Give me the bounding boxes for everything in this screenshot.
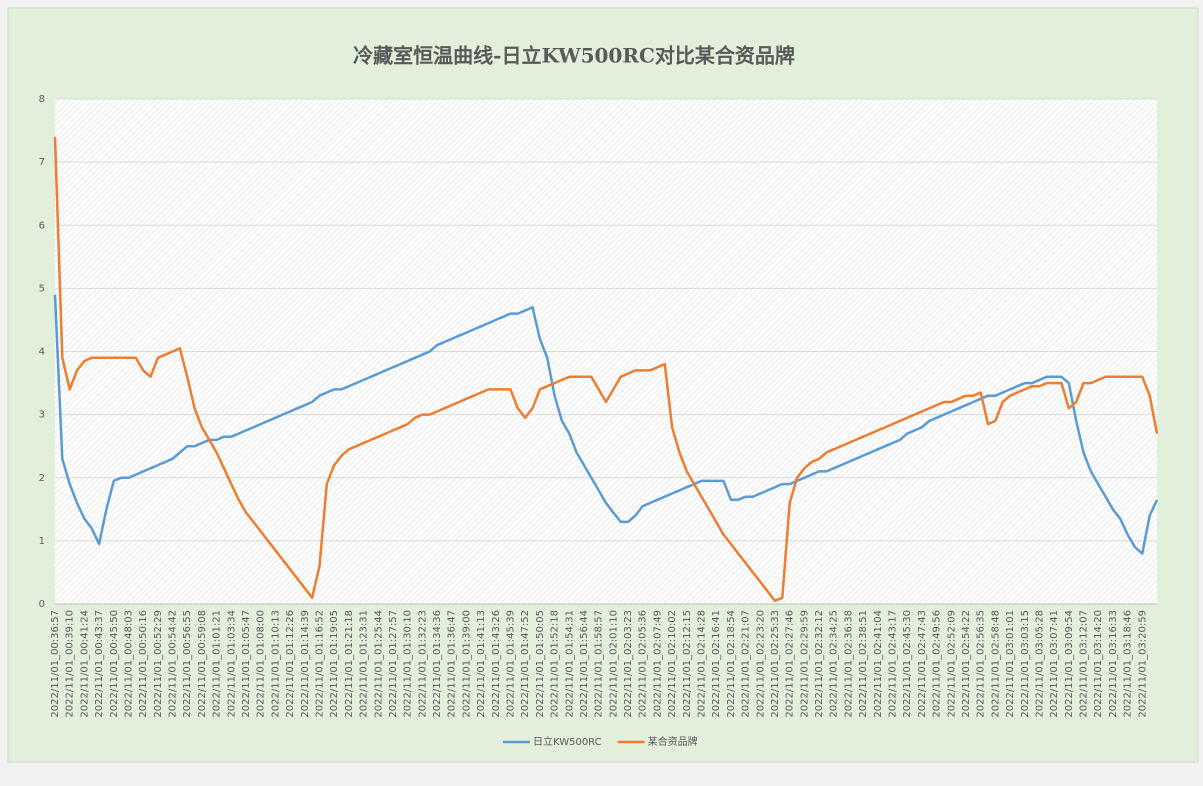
x-tick-label: 2022/11/01_02:27:46 (785, 610, 796, 718)
x-tick-label: 2022/11/01_01:10:13 (270, 610, 281, 718)
x-tick-label: 2022/11/01_03:01:01 (1005, 610, 1016, 718)
x-tick-label: 2022/11/01_02:03:23 (623, 610, 634, 718)
x-tick-label: 2022/11/01_01:45:39 (505, 610, 516, 718)
y-tick-label: 8 (39, 94, 45, 105)
x-tick-label: 2022/11/01_02:54:22 (961, 610, 972, 718)
y-tick-label: 6 (39, 220, 45, 231)
x-tick-label: 2022/11/01_01:12:26 (285, 610, 296, 718)
x-tick-label: 2022/11/01_03:09:54 (1064, 610, 1075, 718)
x-tick-label: 2022/11/01_01:30:10 (403, 610, 414, 718)
x-tick-label: 2022/11/01_03:03:15 (1020, 610, 1031, 718)
x-tick-label: 2022/11/01_02:47:43 (917, 610, 928, 718)
x-tick-label: 2022/11/01_03:16:33 (1108, 610, 1119, 718)
x-tick-label: 2022/11/01_02:10:02 (667, 610, 678, 718)
x-tick-label: 2022/11/01_02:36:38 (843, 610, 854, 718)
x-tick-label: 2022/11/01_02:18:54 (726, 610, 737, 718)
series-line (53, 294, 1159, 555)
x-tick-label: 2022/11/01_02:49:56 (932, 610, 943, 718)
x-tick-label: 2022/11/01_02:12:15 (682, 610, 693, 718)
x-tick-label: 2022/11/01_01:43:26 (491, 610, 502, 718)
y-tick-label: 7 (39, 157, 45, 168)
x-tick-label: 2022/11/01_01:01:21 (212, 610, 223, 718)
x-tick-label: 2022/11/01_02:01:10 (608, 610, 619, 718)
x-tick-label: 2022/11/01_01:50:05 (535, 610, 546, 718)
y-tick-label: 2 (39, 473, 45, 484)
x-tick-label: 2022/11/01_01:39:00 (461, 610, 472, 718)
x-tick-label: 2022/11/01_02:07:49 (652, 610, 663, 718)
x-tick-label: 2022/11/01_02:21:07 (741, 610, 752, 718)
x-tick-label: 2022/11/01_03:12:07 (1079, 610, 1090, 718)
x-tick-label: 2022/11/01_01:32:23 (417, 610, 428, 718)
x-tick-label: 2022/11/01_00:41:24 (79, 610, 90, 718)
x-tick-label: 2022/11/01_01:54:31 (564, 610, 575, 718)
x-tick-label: 2022/11/01_00:36:57 (50, 610, 61, 718)
x-tick-label: 2022/11/01_02:29:59 (799, 610, 810, 718)
x-tick-label: 2022/11/01_01:47:52 (520, 610, 531, 718)
x-tick-label: 2022/11/01_01:16:52 (314, 610, 325, 718)
x-tick-label: 2022/11/01_00:54:42 (168, 610, 179, 718)
x-tick-label: 2022/11/01_03:05:28 (1034, 610, 1045, 718)
y-tick-label: 0 (39, 599, 45, 610)
x-tick-label: 2022/11/01_01:36:47 (447, 610, 458, 718)
x-tick-label: 2022/11/01_01:27:57 (388, 610, 399, 718)
x-tick-label: 2022/11/01_00:43:37 (94, 610, 105, 718)
x-tick-label: 2022/11/01_01:05:47 (241, 610, 252, 718)
x-tick-label: 2022/11/01_01:58:57 (594, 610, 605, 718)
x-tick-label: 2022/11/01_00:52:29 (153, 610, 164, 718)
y-tick-label: 1 (39, 536, 45, 547)
x-tick-label: 2022/11/01_02:58:48 (990, 610, 1001, 718)
y-tick-label: 4 (39, 347, 45, 358)
x-tick-label: 2022/11/01_00:48:03 (123, 610, 134, 718)
x-tick-label: 2022/11/01_02:41:04 (873, 610, 884, 718)
series-line (53, 136, 1159, 603)
x-tick-label: 2022/11/01_00:50:16 (138, 610, 149, 718)
x-tick-label: 2022/11/01_03:20:59 (1137, 610, 1148, 718)
legend-label: 日立KW500RC (533, 735, 602, 748)
x-tick-label: 2022/11/01_00:56:55 (182, 610, 193, 718)
x-tick-label: 2022/11/01_01:21:18 (344, 610, 355, 718)
chart-title: 冷藏室恒温曲线-日立KW500RC对比某合资品牌 (353, 44, 795, 68)
x-tick-label: 2022/11/01_02:38:51 (858, 610, 869, 718)
x-tick-label: 2022/11/01_02:56:35 (976, 610, 987, 718)
x-tick-label: 2022/11/01_01:56:44 (579, 610, 590, 718)
x-tick-label: 2022/11/01_02:52:09 (946, 610, 957, 718)
legend-label: 某合资品牌 (648, 735, 698, 748)
x-tick-label: 2022/11/01_02:32:12 (814, 610, 825, 718)
x-tick-label: 2022/11/01_01:03:34 (226, 610, 237, 718)
x-tick-label: 2022/11/01_03:07:41 (1049, 610, 1060, 718)
x-tick-label: 2022/11/01_02:45:30 (902, 610, 913, 718)
x-tick-label: 2022/11/01_02:16:41 (711, 610, 722, 718)
x-tick-label: 2022/11/01_03:14:20 (1093, 610, 1104, 718)
x-tick-label: 2022/11/01_00:45:50 (109, 610, 120, 718)
x-tick-label: 2022/11/01_01:23:31 (359, 610, 370, 718)
x-tick-label: 2022/11/01_03:18:46 (1123, 610, 1134, 718)
x-tick-label: 2022/11/01_01:08:00 (256, 610, 267, 718)
x-tick-label: 2022/11/01_02:05:36 (638, 610, 649, 718)
x-tick-label: 2022/11/01_00:39:10 (65, 610, 76, 718)
x-tick-label: 2022/11/01_01:19:05 (329, 610, 340, 718)
x-tick-label: 2022/11/01_02:23:20 (755, 610, 766, 718)
y-tick-label: 5 (39, 283, 45, 294)
x-tick-label: 2022/11/01_02:34:25 (829, 610, 840, 718)
x-tick-label: 2022/11/01_02:43:17 (888, 610, 899, 718)
x-tick-label: 2022/11/01_01:14:39 (300, 610, 311, 718)
x-tick-label: 2022/11/01_01:52:18 (550, 610, 561, 718)
x-tick-label: 2022/11/01_01:34:36 (432, 610, 443, 718)
y-tick-label: 3 (39, 410, 45, 421)
x-tick-label: 2022/11/01_00:59:08 (197, 610, 208, 718)
x-tick-label: 2022/11/01_01:41:13 (476, 610, 487, 718)
x-tick-label: 2022/11/01_02:25:33 (770, 610, 781, 718)
x-tick-label: 2022/11/01_02:14:28 (697, 610, 708, 718)
x-tick-label: 2022/11/01_01:25:44 (373, 610, 384, 718)
